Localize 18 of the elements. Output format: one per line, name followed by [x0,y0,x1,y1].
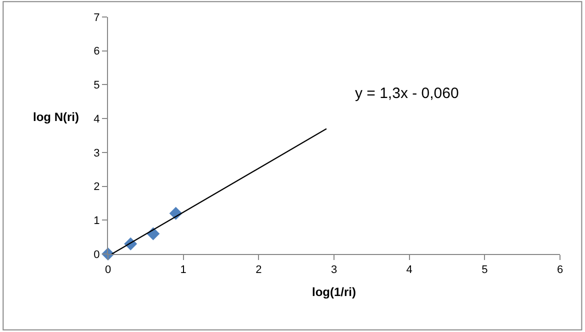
y-tick-label: 1 [94,214,100,227]
y-tick-label: 3 [94,147,100,160]
x-axis-title: log(1/ri) [312,285,356,300]
x-tick-label: 1 [180,264,186,276]
y-tick-label: 4 [94,113,100,126]
y-tick-label: 5 [94,80,100,92]
x-tick-label: 2 [256,264,262,276]
annotation: y = 1,3x - 0,060 [355,85,459,102]
x-tick-label: 0 [104,264,112,276]
x-tick-label: 6 [556,264,564,276]
y-tick-label: 2 [94,181,100,194]
x-tick-label: 4 [406,264,412,276]
y-tick-label: 7 [94,12,100,24]
x-tick-label: 5 [482,264,488,276]
y-tick-label: 0 [94,248,100,261]
x-tick-label: 3 [330,264,338,276]
y-tick-label: 6 [94,46,100,58]
y-axis-title: log N(ri) [33,110,79,124]
